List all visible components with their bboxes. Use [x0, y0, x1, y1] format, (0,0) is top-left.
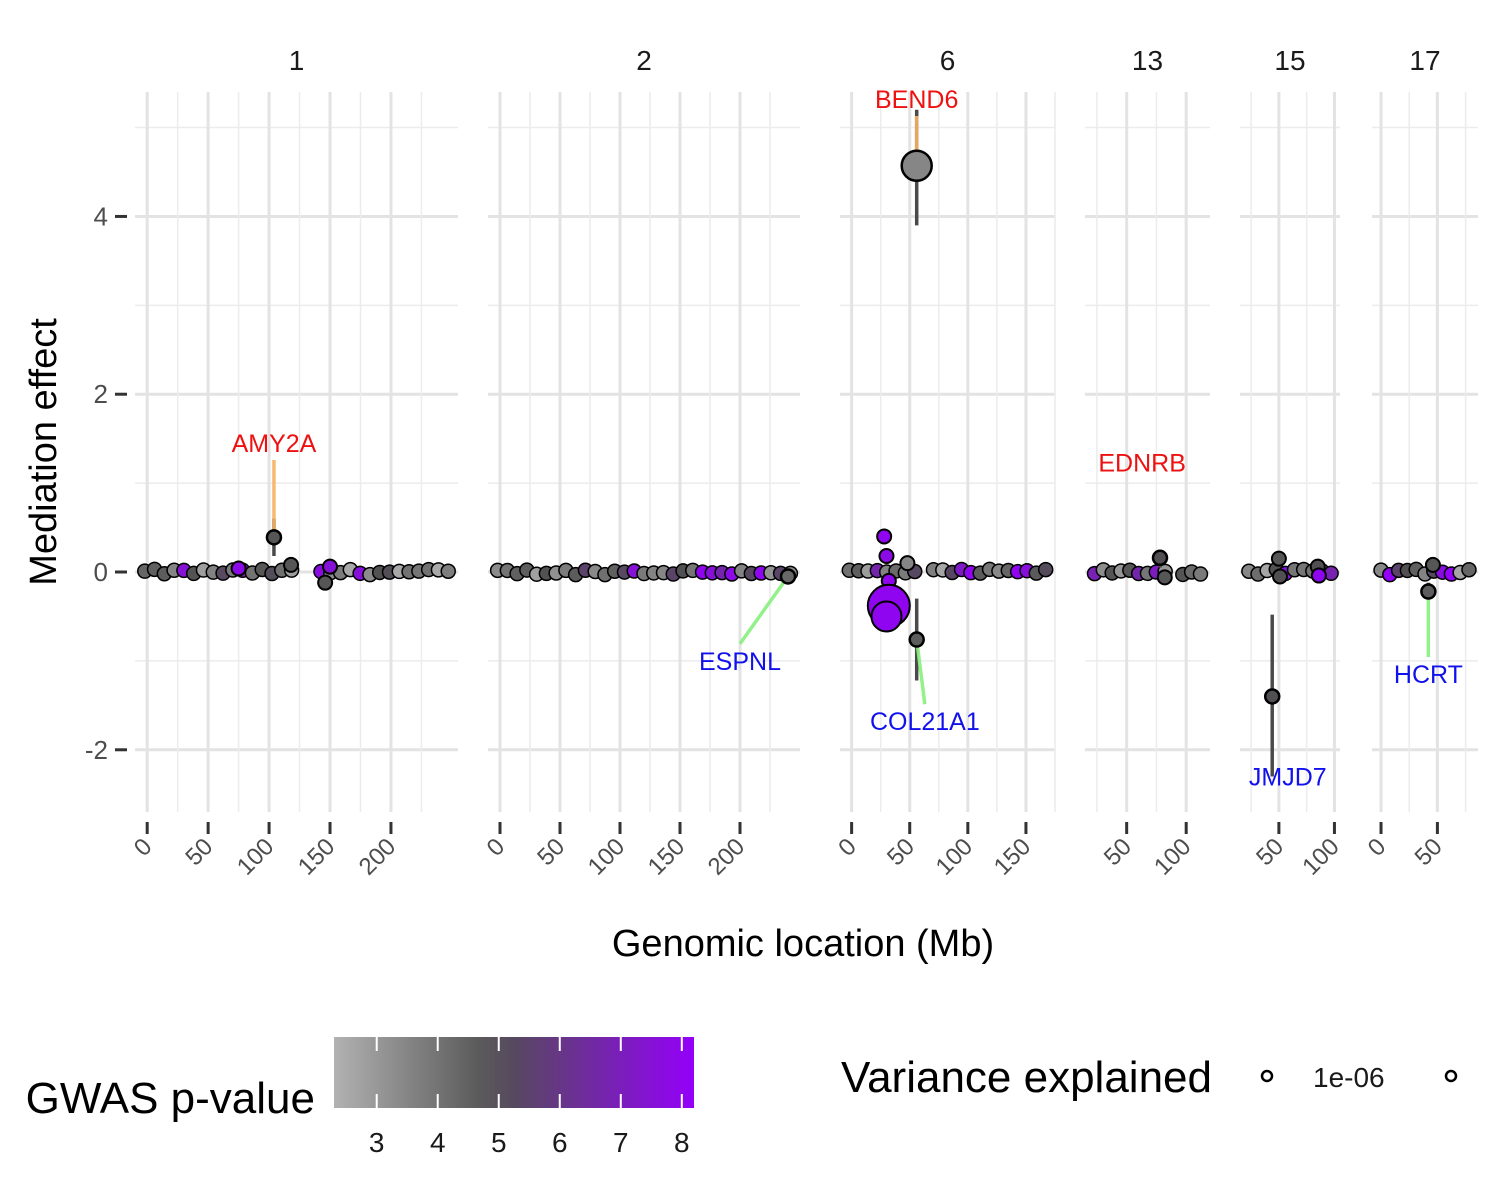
panel-strip-label: 6: [940, 45, 956, 76]
panel-chr-2: 2 0 50 100 150 200: [482, 45, 800, 881]
colorbar: [334, 1037, 694, 1108]
gene-label: ESPNL: [699, 648, 781, 676]
x-tick-label: 50: [1251, 833, 1289, 871]
x-axis-title: Genomic location (Mb): [612, 923, 994, 965]
legend-color-title: GWAS p-value: [26, 1074, 315, 1123]
gene-point: [1037, 561, 1054, 578]
x-tick-label: 150: [293, 833, 340, 880]
x-tick-label: 100: [583, 833, 630, 880]
gene-label: EDNRB: [1098, 450, 1186, 478]
x-tick-label: 100: [1149, 833, 1196, 880]
gene-point-highlight: [900, 149, 933, 183]
x-tick-label: 150: [989, 833, 1036, 880]
gene-point: [870, 600, 903, 633]
colorbar-tick-label: 5: [491, 1127, 507, 1158]
colorbar-tick-label: 7: [613, 1127, 629, 1158]
gene-label: COL21A1: [870, 708, 980, 736]
gene-point: [1192, 566, 1209, 582]
gene-point: [1310, 567, 1327, 584]
colorbar-tick-label: 8: [674, 1127, 690, 1158]
panel-chr-15: 15 50 100: [1240, 45, 1345, 881]
gene-label: HCRT: [1394, 661, 1463, 689]
gene-point-highlight: [1263, 688, 1281, 705]
gene-point: [1272, 568, 1288, 585]
gene-point: [230, 560, 247, 577]
gene-point-highlight: [1151, 549, 1169, 567]
gene-label: JMJD7: [1249, 763, 1327, 791]
gene-label: BEND6: [875, 86, 958, 114]
colorbar-tick-label: 4: [430, 1127, 446, 1158]
x-tick-label: 0: [1363, 833, 1392, 862]
x-tick-label: 150: [643, 833, 690, 880]
y-tick-label: -2: [85, 735, 108, 765]
colorbar-tick-label: 3: [369, 1127, 385, 1158]
panel-chr-1: 1 0 50 100 150 200: [129, 45, 458, 881]
x-tick-label: 100: [1297, 833, 1344, 880]
panel-chr-6: 6 0 50 100 150: [833, 45, 1056, 881]
panel-strip-label: 2: [636, 45, 652, 76]
size-legend-key: [1260, 1069, 1274, 1083]
y-axis-title: Mediation effect: [23, 318, 65, 586]
gene-point-highlight: [1420, 583, 1437, 600]
gene-point: [322, 558, 339, 575]
x-tick-label: 100: [232, 833, 279, 880]
size-legend-label: 1e-06: [1313, 1062, 1385, 1093]
label-connector: [738, 575, 790, 645]
gene-point: [878, 548, 895, 564]
x-tick-label: 50: [882, 833, 920, 871]
gene-point-highlight: [265, 529, 283, 546]
y-tick-label: 4: [94, 201, 108, 231]
gene-point: [876, 528, 893, 545]
gene-point-highlight: [908, 631, 925, 648]
gene-point-highlight: [779, 568, 797, 585]
y-tick-label: 2: [94, 379, 108, 409]
x-tick-label: 0: [833, 833, 862, 862]
panel-chr-17: 17 0 50: [1363, 45, 1478, 871]
x-tick-label: 100: [931, 833, 978, 880]
legend: GWAS p-value 3 4 5 6 7 8 Variance explained 1e-0…: [26, 1037, 1458, 1158]
y-tick-label: 0: [94, 557, 108, 587]
gene-point: [1424, 556, 1441, 573]
x-tick-label: 200: [354, 833, 401, 880]
gene-point: [1156, 569, 1173, 586]
x-tick-label: 50: [532, 833, 570, 871]
size-legend-key: [1444, 1069, 1458, 1083]
x-tick-label: 50: [1410, 833, 1448, 871]
x-tick-label: 0: [129, 833, 158, 862]
gene-point: [440, 563, 456, 580]
colorbar-tick-label: 6: [552, 1127, 568, 1158]
panel-chr-13: 13 50 100: [1085, 45, 1210, 881]
gene-point: [283, 556, 300, 573]
panel-strip-label: 13: [1132, 45, 1163, 76]
panel-strip-label: 1: [289, 45, 305, 76]
gene-label: AMY2A: [232, 430, 317, 458]
gene-point: [1270, 550, 1287, 567]
x-tick-label: 50: [180, 833, 218, 871]
gene-point: [317, 574, 334, 591]
legend-size-title: Variance explained: [841, 1053, 1212, 1102]
x-tick-label: 200: [703, 833, 750, 880]
panel-strip-label: 15: [1274, 45, 1305, 76]
panel-strip-label: 17: [1409, 45, 1440, 76]
label-connector: [914, 639, 927, 705]
gene-point: [1461, 561, 1477, 578]
x-tick-label: 0: [482, 833, 511, 862]
gene-point: [899, 555, 916, 572]
x-tick-label: 50: [1099, 833, 1137, 871]
